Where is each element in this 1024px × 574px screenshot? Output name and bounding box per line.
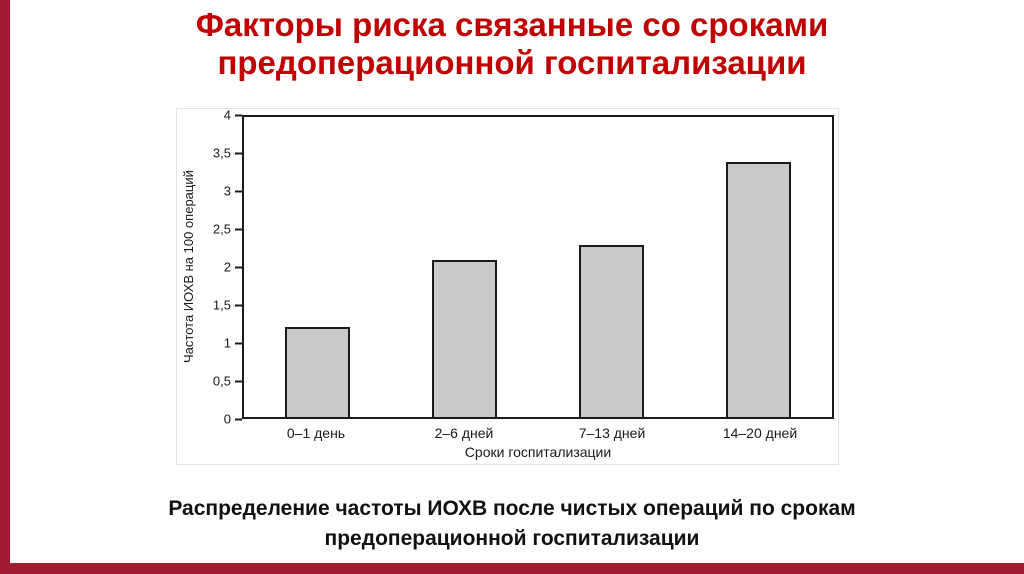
y-tick-label: 3 xyxy=(223,183,231,199)
y-tick-mark xyxy=(235,380,242,382)
x-axis-labels: 0–1 день 2–6 дней 7–13 дней 14–20 дней xyxy=(242,425,834,441)
bar-chart: Частота ИОХВ на 100 операций 0 0,5 1 1,5 2 2,… xyxy=(176,108,839,465)
x-axis-category-label: 2–6 дней xyxy=(434,425,494,441)
y-tick: 1,5 xyxy=(213,298,242,313)
y-tick-label: 2 xyxy=(223,259,231,275)
y-axis-ticks: 0 0,5 1 1,5 2 2,5 3 3,5 4 xyxy=(198,108,242,427)
y-tick-label: 1,5 xyxy=(212,297,231,313)
slide-title: Факторы риска связанные со сроками предо… xyxy=(195,6,829,82)
y-tick: 0 xyxy=(224,412,242,427)
y-tick-label: 0 xyxy=(223,411,231,427)
x-axis-category-label: 7–13 дней xyxy=(578,425,646,441)
y-tick-label: 3,5 xyxy=(212,145,231,161)
bar-slot xyxy=(244,117,391,417)
y-tick: 4 xyxy=(224,108,242,123)
y-tick: 2 xyxy=(224,260,242,275)
bar xyxy=(579,244,644,417)
y-tick-mark xyxy=(235,228,242,230)
y-tick-label: 1 xyxy=(223,335,231,351)
y-tick-label: 2,5 xyxy=(212,221,231,237)
bar xyxy=(285,327,350,417)
plot-column: 0–1 день 2–6 дней 7–13 дней 14–20 дней Срок… xyxy=(242,115,834,460)
bottom-accent-bar xyxy=(0,563,1024,574)
bar-slot xyxy=(391,117,538,417)
y-tick-mark xyxy=(235,418,242,420)
y-tick-label: 4 xyxy=(223,107,231,123)
y-axis-title: Частота ИОХВ на 100 операций xyxy=(181,170,196,364)
y-tick-mark xyxy=(235,190,242,192)
x-axis-title: Сроки госпитализации xyxy=(464,444,612,460)
y-tick-mark xyxy=(235,342,242,344)
chart-caption: Распределение частоты ИОХВ после чистых … xyxy=(168,497,856,551)
bar-slot xyxy=(685,117,832,417)
y-tick-label: 0,5 xyxy=(212,373,231,389)
y-tick: 3,5 xyxy=(213,146,242,161)
y-tick-mark xyxy=(235,152,242,154)
y-tick: 2,5 xyxy=(213,222,242,237)
bar-slot xyxy=(538,117,685,417)
plot-area xyxy=(242,115,834,419)
y-tick-mark xyxy=(235,114,242,116)
x-axis-category-label: 14–20 дней xyxy=(722,425,798,441)
bar xyxy=(432,259,497,417)
bar xyxy=(726,162,791,417)
y-tick-mark xyxy=(235,266,242,268)
y-tick: 0,5 xyxy=(213,374,242,389)
y-tick: 1 xyxy=(224,336,242,351)
x-axis-category-label: 0–1 день xyxy=(286,425,346,441)
chart-main: 0 0,5 1 1,5 2 2,5 3 3,5 4 0–1 день 2–6 дней 7–13 д… xyxy=(198,108,834,460)
y-tick-mark xyxy=(235,304,242,306)
left-accent-bar xyxy=(0,0,10,574)
y-tick: 3 xyxy=(224,184,242,199)
